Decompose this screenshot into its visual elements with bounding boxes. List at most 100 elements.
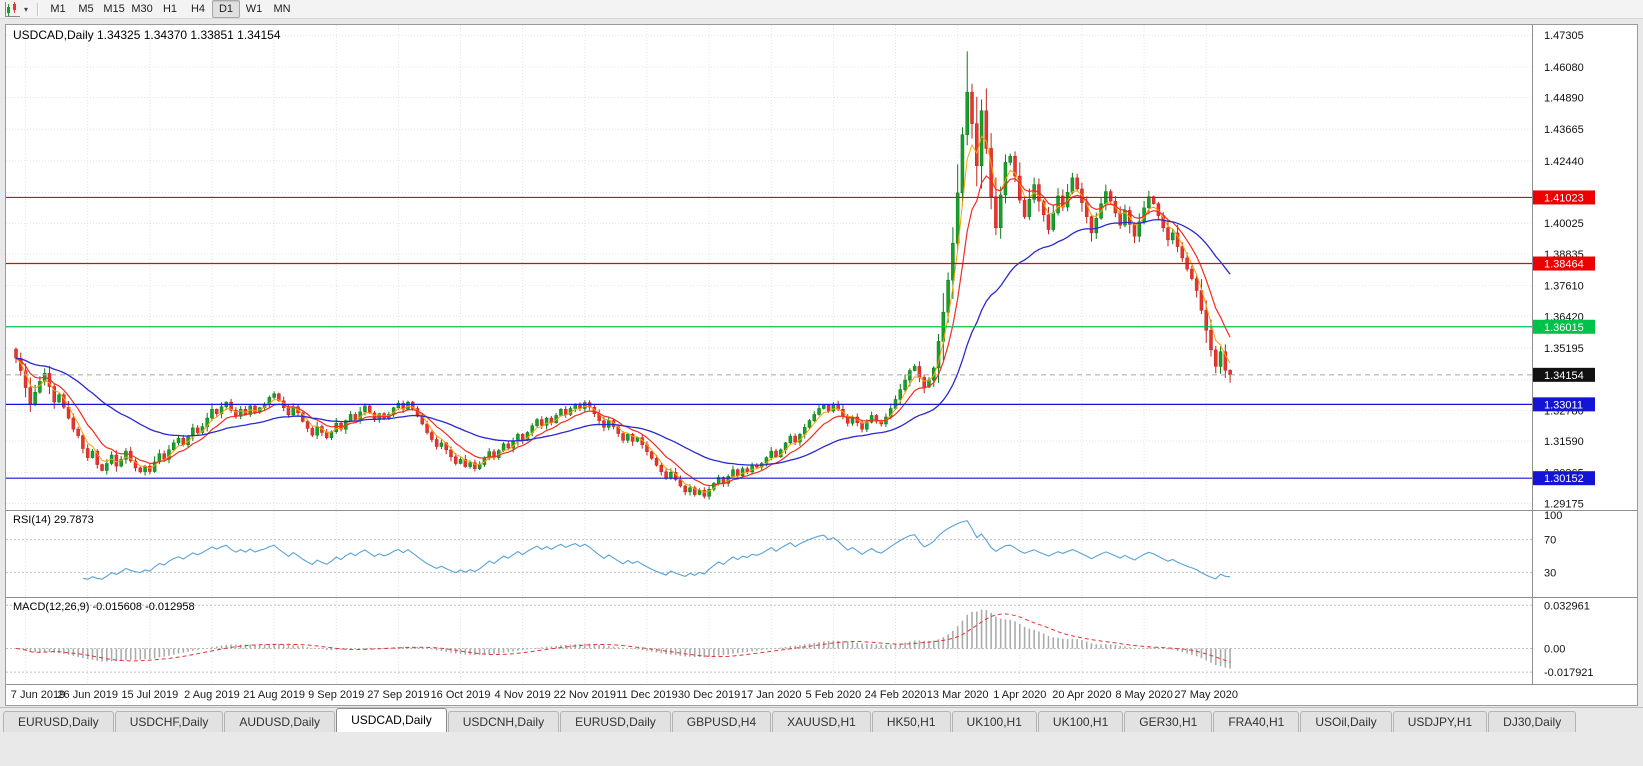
chart-tab-eurusd-daily[interactable]: EURUSD,Daily [560,711,671,732]
svg-text:1.34154: 1.34154 [1544,370,1584,382]
price-badge: 1.30152 [1533,471,1595,486]
chart-tab-gbpusd-h4[interactable]: GBPUSD,H4 [671,711,772,732]
chart-tab-ger30-h1[interactable]: GER30,H1 [1124,711,1213,732]
timeframe-buttons-group: M1 M5 M15 M30 H1 H4 D1 W1 MN [44,0,296,18]
chart-tab-hk50-h1[interactable]: HK50,H1 [871,711,951,732]
price-badge: 1.41023 [1533,190,1595,205]
chart-tab-uk100-h1[interactable]: UK100,H1 [1037,711,1124,732]
date-label: 7 Jun 2019 [10,689,66,701]
timeframe-button-h1[interactable]: H1 [162,3,178,15]
timeframe-button-mn[interactable]: MN [273,3,291,15]
date-label: 15 Jul 2019 [121,689,179,701]
timeframe-button-d1[interactable]: D1 [212,0,241,18]
chart-tab-audusd-daily[interactable]: AUDUSD,Daily [224,711,336,732]
macd-signal-line [15,613,1231,663]
chart-tab-dj30-daily[interactable]: DJ30,Daily [1488,711,1577,732]
date-label: 22 Nov 2019 [553,689,617,701]
macd-pane: 0.032961 0.00 -0.017921 MACD(12,26,9) -0.0… [6,598,1637,684]
svg-text:70: 70 [1544,535,1556,547]
svg-text:1.33011: 1.33011 [1544,399,1583,411]
svg-text:1.30152: 1.30152 [1544,473,1584,485]
date-label: 8 May 2020 [1115,689,1173,701]
svg-text:1.36015: 1.36015 [1544,322,1584,334]
chart-tab-usdjpy-h1[interactable]: USDJPY,H1 [1392,711,1488,732]
date-label: 30 Dec 2019 [677,689,741,701]
date-label: 13 Mar 2020 [926,689,989,701]
time-axis[interactable]: 7 Jun 2019 26 Jun 2019 15 Jul 2019 2 Aug 20… [6,685,1637,705]
chart-tab-usdcnh-daily[interactable]: USDCNH,Daily [447,711,560,732]
chart-tab-usdcad-daily[interactable]: USDCAD,Daily [336,708,447,732]
candlestick-glyph [5,1,20,17]
date-label: 1 Apr 2020 [993,689,1047,701]
toolbar-separator [37,2,39,16]
candlesticks [14,51,1232,500]
date-label: 2 Aug 2019 [184,689,240,701]
date-label: 5 Feb 2020 [805,689,862,701]
chart-tab-usoil-daily[interactable]: USOil,Daily [1300,711,1392,732]
date-label: 26 Jun 2019 [57,689,118,701]
date-label: 11 Dec 2019 [616,689,678,701]
svg-text:100: 100 [1544,511,1562,522]
svg-text:1.47305: 1.47305 [1544,30,1584,42]
chart-window: 1.47305 1.46080 1.44890 1.43665 1.42440 1.400… [5,24,1638,706]
svg-text:1.38464: 1.38464 [1544,259,1584,271]
svg-text:1.29175: 1.29175 [1544,498,1584,510]
chart-type-icon[interactable] [5,1,23,17]
timeframe-button-m30[interactable]: M30 [131,3,153,15]
rsi-chart[interactable]: 100 70 30 [6,511,1637,597]
rsi-indicator-label: RSI(14) 29.7873 [13,514,94,526]
price-badge: 1.36015 [1533,319,1595,334]
svg-text:0.00: 0.00 [1544,644,1565,656]
rsi-pane: 100 70 30 RSI(14) 29.7873 [6,511,1637,597]
macd-histogram [19,609,1231,669]
pane-splitter[interactable] [6,510,1637,511]
date-label: 20 Apr 2020 [1052,689,1112,701]
svg-text:1.44890: 1.44890 [1544,93,1584,105]
chart-ohlc-header: USDCAD,Daily 1.34325 1.34370 1.33851 1.3… [13,28,281,42]
rsi-axis[interactable]: 100 70 30 [1544,511,1562,579]
svg-text:-0.017921: -0.017921 [1544,667,1594,679]
chart-tab-eurusd-daily[interactable]: EURUSD,Daily [3,711,114,732]
date-label: 24 Feb 2020 [864,689,927,701]
svg-text:1.42440: 1.42440 [1544,156,1584,168]
timeframe-button-m15[interactable]: M15 [103,3,125,15]
date-label: 4 Nov 2019 [494,689,551,701]
date-label: 17 Jan 2020 [740,689,802,701]
timeframe-button-h4[interactable]: H4 [190,3,206,15]
svg-text:1.46080: 1.46080 [1544,62,1584,74]
chart-tab-usdchf-daily[interactable]: USDCHF,Daily [114,711,224,732]
macd-axis[interactable]: 0.032961 0.00 -0.017921 [1544,600,1594,679]
svg-text:30: 30 [1544,567,1556,579]
svg-text:1.31590: 1.31590 [1544,436,1584,448]
periods-toolbar: ▾ M1 M5 M15 M30 H1 H4 D1 W1 MN [0,0,1643,19]
timeframe-button-m5[interactable]: M5 [78,3,94,15]
date-label: 9 Sep 2019 [308,689,365,701]
ma-slow-line [15,218,1231,466]
horizontal-lines [6,196,1532,479]
pane-splitter[interactable] [6,597,1637,598]
chart-tab-fra40-h1[interactable]: FRA40,H1 [1213,711,1300,732]
svg-text:0.032961: 0.032961 [1544,600,1590,612]
svg-text:1.40025: 1.40025 [1544,218,1584,230]
timeframe-button-w1[interactable]: W1 [245,3,263,15]
price-pane: 1.47305 1.46080 1.44890 1.43665 1.42440 1.400… [6,25,1637,510]
date-label: 27 Sep 2019 [367,689,430,701]
chart-tab-xauusd-h1[interactable]: XAUUSD,H1 [772,711,871,732]
macd-indicator-label: MACD(12,26,9) -0.015608 -0.012958 [13,601,195,613]
svg-text:1.37610: 1.37610 [1544,281,1584,293]
price-badge: 1.33011 [1533,397,1595,412]
date-label: 21 Aug 2019 [243,689,306,701]
chart-tab-bar: EURUSD,Daily USDCHF,Daily AUDUSD,Daily USDC… [0,707,1643,732]
date-label: 16 Oct 2019 [430,689,491,701]
price-badge: 1.38464 [1533,256,1595,271]
svg-text:1.43665: 1.43665 [1544,124,1584,136]
macd-chart[interactable]: 0.032961 0.00 -0.017921 [6,598,1637,684]
rsi-line [82,520,1231,580]
price-chart[interactable]: 1.47305 1.46080 1.44890 1.43665 1.42440 1.400… [6,25,1637,510]
timeframe-button-m1[interactable]: M1 [50,3,66,15]
chart-tab-uk100-h1[interactable]: UK100,H1 [951,711,1037,732]
date-label: 27 May 2020 [1174,689,1239,701]
chart-type-dropdown-caret[interactable]: ▾ [24,4,29,14]
svg-text:1.41023: 1.41023 [1544,192,1584,204]
